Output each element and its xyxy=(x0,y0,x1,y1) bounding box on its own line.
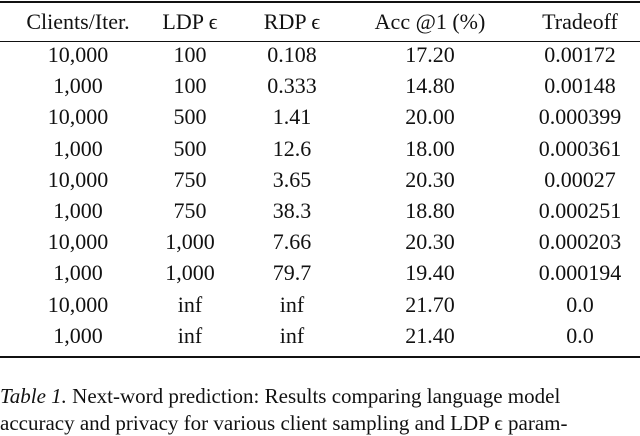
table-cell: 1,000 xyxy=(165,229,215,255)
table-cell: 18.80 xyxy=(405,198,455,223)
table-cell: 500 xyxy=(173,135,207,161)
table-cell: 750 xyxy=(173,198,207,223)
table-cell: 19.40 xyxy=(405,260,455,286)
header-rule xyxy=(0,41,640,42)
caption-label: Table 1. xyxy=(0,384,67,408)
table-cell: 1,000 xyxy=(53,322,103,348)
table-cell: 20.30 xyxy=(405,229,455,255)
table-cell: 0.00027 xyxy=(544,166,616,192)
table-cell: 10,000 xyxy=(47,42,109,67)
caption-text: Next-word prediction: Results comparing … xyxy=(72,384,561,408)
table-cell: inf xyxy=(177,322,203,348)
table-cell: 20.00 xyxy=(405,104,455,130)
caption-line: Table 1. Next-word prediction: Results c… xyxy=(0,384,560,409)
table-cell: 0.333 xyxy=(267,73,317,99)
table-cell: 7.66 xyxy=(272,229,312,255)
table-cell: 10,000 xyxy=(47,166,109,192)
table-cell: 0.0 xyxy=(566,291,594,317)
header-cell: RDP ϵ xyxy=(263,9,321,34)
table-cell: 1,000 xyxy=(53,135,103,161)
table-cell: 500 xyxy=(173,104,207,130)
table-cell: 0.000399 xyxy=(538,104,622,130)
table-cell: 0.00172 xyxy=(544,42,616,67)
table-cell: 0.000194 xyxy=(538,260,622,286)
table-cell: 21.40 xyxy=(405,322,455,348)
table-cell: 10,000 xyxy=(47,104,109,130)
table-cell: 10,000 xyxy=(47,229,109,255)
table-cell: 17.20 xyxy=(405,42,455,67)
table-cell: 10,000 xyxy=(47,291,109,317)
bottom-rule xyxy=(0,356,640,358)
table-cell: 1,000 xyxy=(53,198,103,223)
table-cell: 18.00 xyxy=(405,135,455,161)
top-rule xyxy=(0,1,640,3)
table-cell: inf xyxy=(177,291,203,317)
table-cell: 1,000 xyxy=(53,73,103,99)
table-cell: 3.65 xyxy=(272,166,312,192)
table-cell: 0.000251 xyxy=(538,198,622,223)
table-cell: 0.0 xyxy=(566,322,594,348)
table-cell: 38.3 xyxy=(272,198,312,223)
table-cell: 0.000361 xyxy=(538,135,622,161)
table-cell: 20.30 xyxy=(405,166,455,192)
table-cell: 12.6 xyxy=(272,135,312,161)
table-cell: 21.70 xyxy=(405,291,455,317)
table-cell: 1,000 xyxy=(165,260,215,286)
table-cell: 1.41 xyxy=(272,104,312,130)
table-cell: 1,000 xyxy=(53,260,103,286)
caption-text: accuracy and privacy for various client … xyxy=(0,411,568,435)
table-cell: inf xyxy=(279,322,305,348)
header-cell: Tradeoff xyxy=(542,9,618,34)
table-cell: inf xyxy=(279,291,305,317)
header-cell: LDP ϵ xyxy=(162,9,218,34)
table-cell: 0.108 xyxy=(267,42,317,67)
table-cell: 79.7 xyxy=(272,260,312,286)
header-cell: Clients/Iter. xyxy=(26,9,130,34)
table-cell: 0.000203 xyxy=(538,229,622,255)
table-cell: 750 xyxy=(173,166,207,192)
header-cell: Acc @1 (%) xyxy=(374,9,486,34)
table-cell: 0.00148 xyxy=(544,73,616,99)
table-cell: 14.80 xyxy=(405,73,455,99)
table-cell: 100 xyxy=(173,42,207,67)
table-cell: 100 xyxy=(173,73,207,99)
